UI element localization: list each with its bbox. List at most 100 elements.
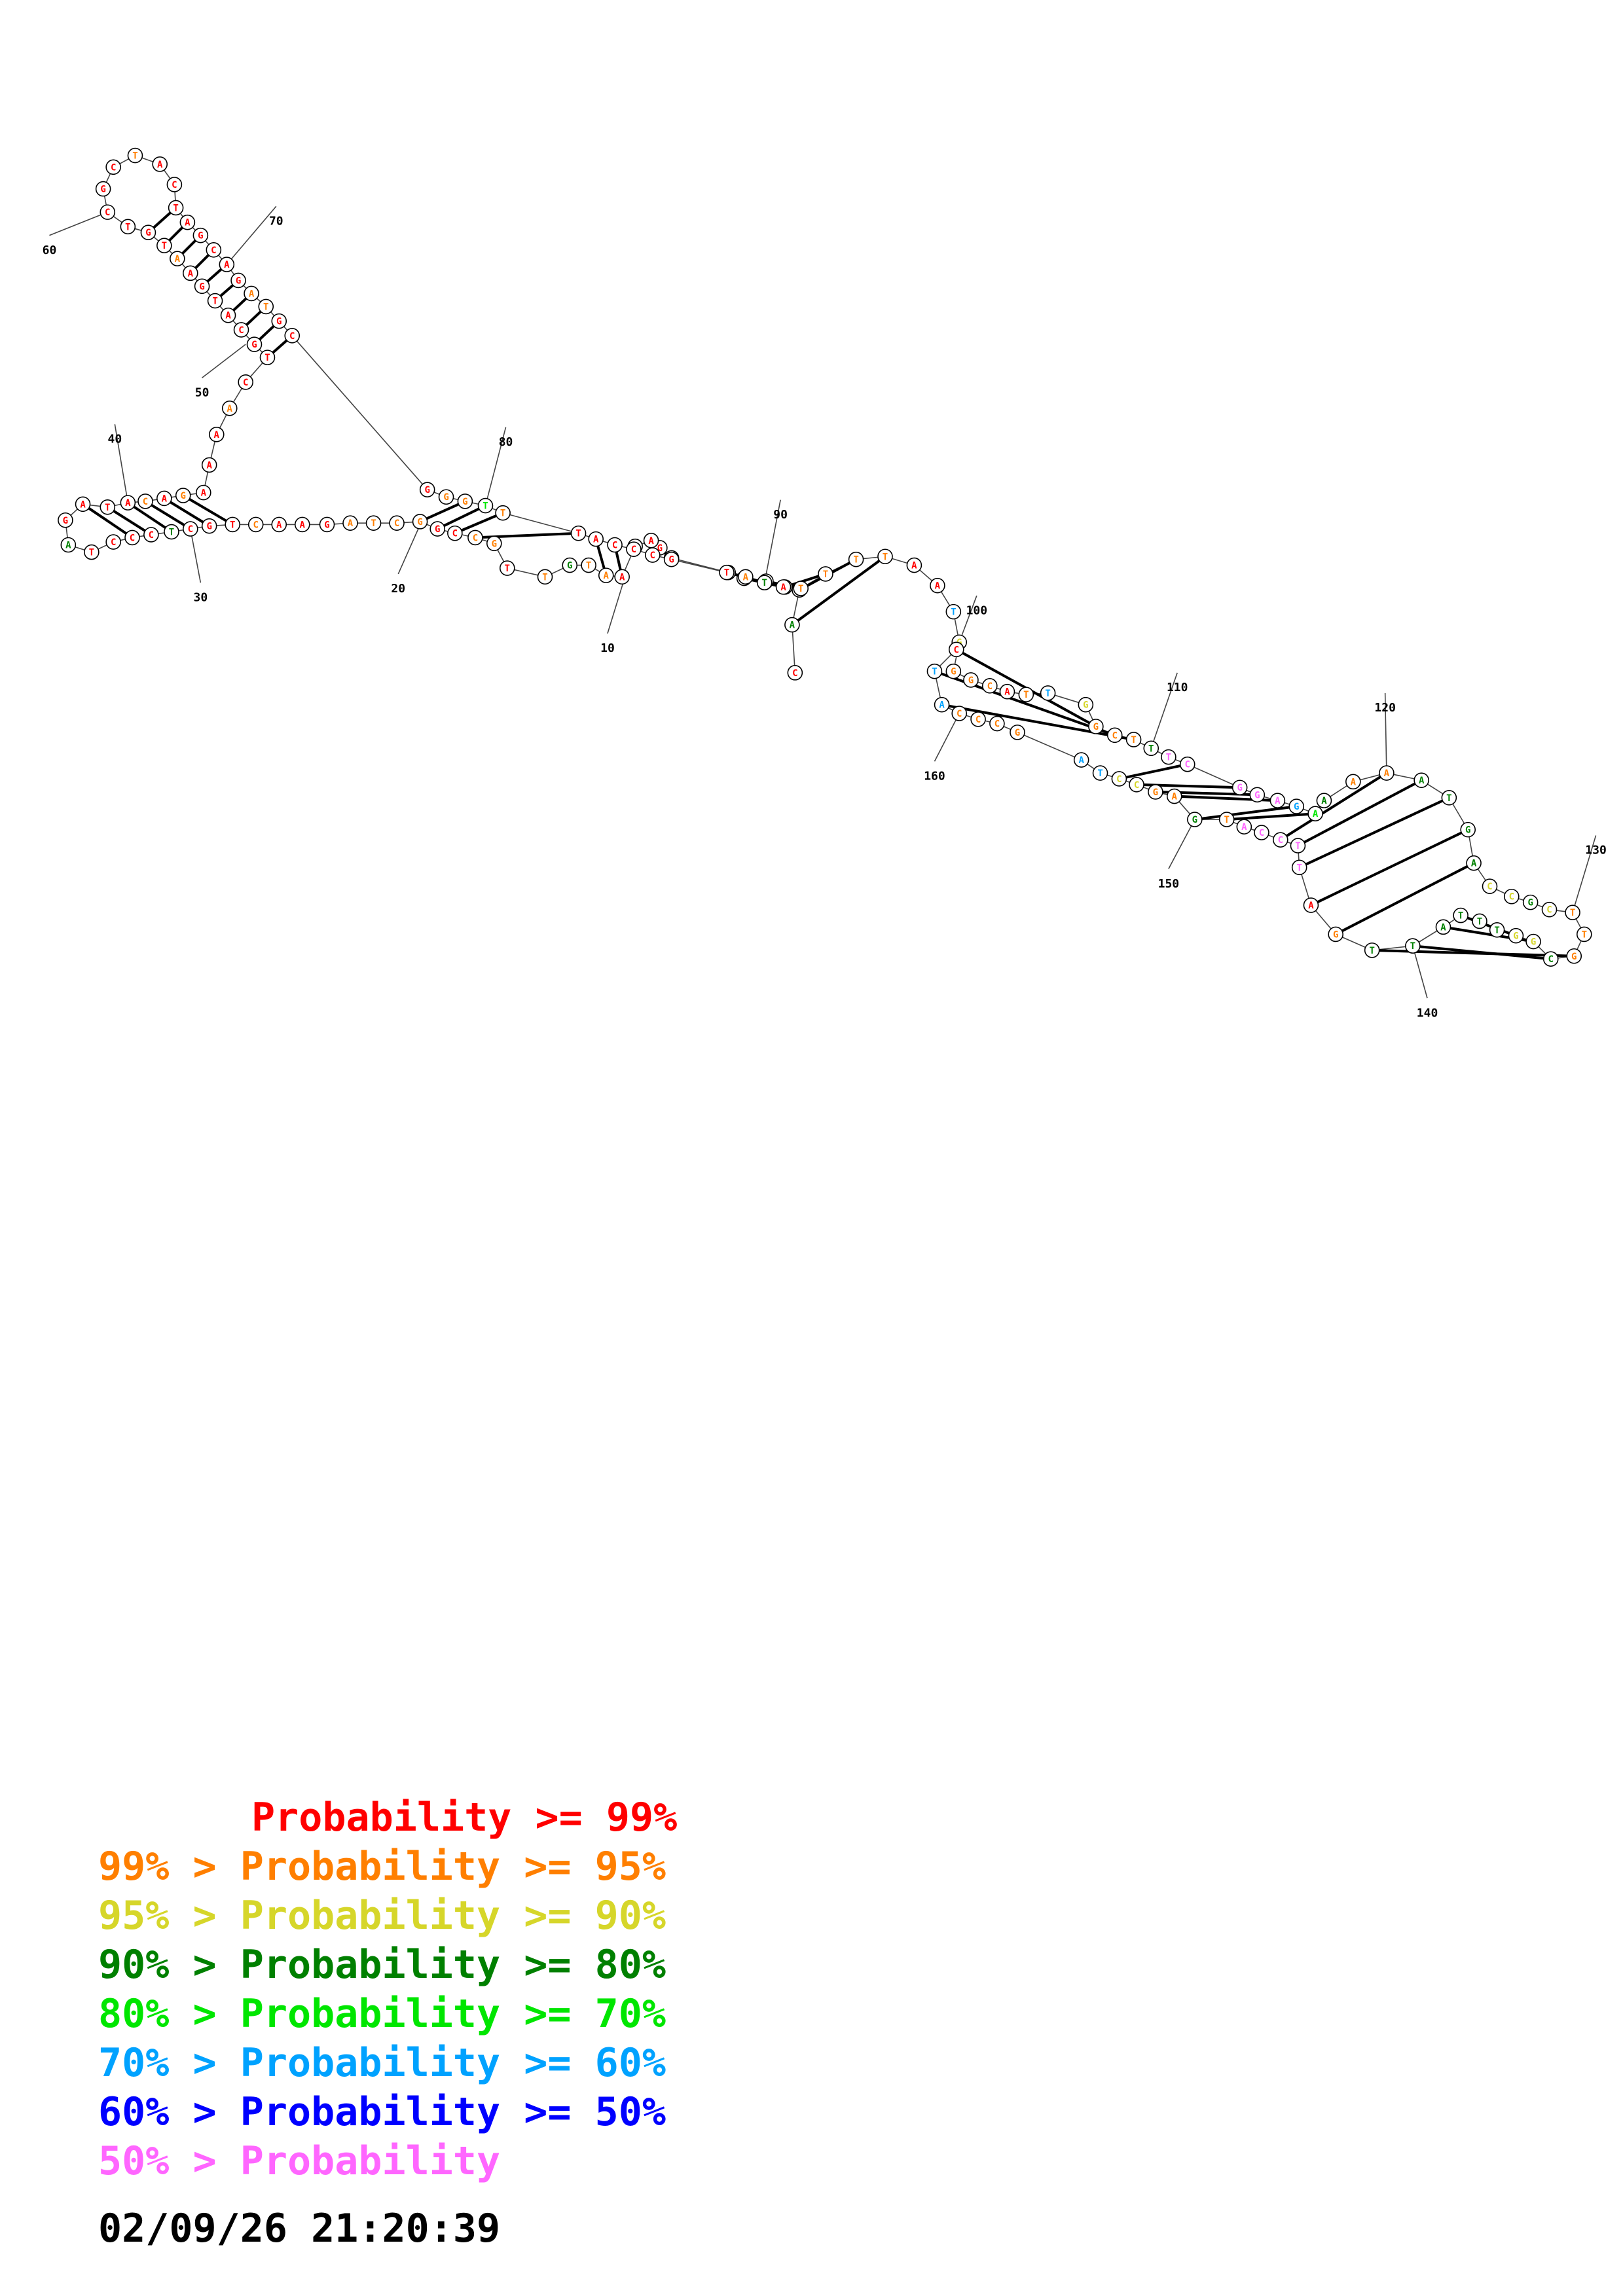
nucleotide-letter: A [648, 536, 654, 547]
nucleotide: C [1254, 825, 1269, 840]
nucleotide: G [1078, 696, 1094, 713]
nucleotide-circle [206, 242, 222, 258]
index-tick [934, 713, 960, 762]
nucleotide-letter: C [1546, 905, 1552, 916]
nucleotide-letter: C [130, 533, 135, 543]
nucleotide: T [1577, 926, 1592, 942]
nucleotide-circle [75, 496, 91, 512]
legend-row: 70% > Probability >= 60% [98, 2039, 677, 2088]
nucleotide-letter: C [188, 524, 193, 535]
nucleotide-letter: G [462, 497, 467, 507]
nucleotide-circle [84, 544, 100, 560]
index-tick [763, 499, 781, 583]
nucleotide: A [906, 557, 922, 573]
nucleotide: C [970, 711, 986, 727]
nucleotide-circle [124, 529, 140, 546]
nucleotide: A [1236, 819, 1252, 834]
nucleotide-letter: C [111, 162, 116, 173]
nucleotide-letter: C [1116, 774, 1122, 785]
nucleotide: G [95, 181, 111, 197]
nucleotide-circle [412, 514, 428, 529]
nucleotide-circle [1565, 905, 1580, 920]
nucleotide-letter: G [424, 485, 429, 495]
nucleotide-circle [926, 663, 943, 679]
nucleotide-circle [467, 529, 483, 546]
nucleotide: T [225, 516, 241, 533]
nucleotide-circle [1364, 942, 1380, 958]
nucleotide-circle [225, 516, 241, 533]
index-label: 80 [499, 435, 513, 449]
nucleotide-circle [1405, 938, 1421, 954]
nucleotide-circle [581, 557, 596, 573]
nucleotide: C [1541, 901, 1558, 918]
nucleotide: T [1364, 942, 1380, 958]
nucleotide-circle [906, 557, 922, 573]
nucleotide: C [982, 678, 998, 694]
nucleotide-circle [170, 251, 185, 266]
nucleotide: A [1307, 806, 1323, 821]
nucleotide-letter: G [1513, 931, 1518, 942]
index-tick [484, 427, 507, 506]
nucleotide-letter: C [631, 545, 636, 555]
nucleotide: A [183, 265, 198, 281]
nucleotide-letter: T [853, 555, 858, 565]
index-tick [190, 528, 202, 583]
nucleotide: A [588, 531, 604, 547]
nucleotide-circle [192, 227, 209, 243]
nucleotide: G [230, 272, 246, 289]
nucleotide: T [537, 569, 553, 585]
nucleotide-circle [1236, 819, 1252, 834]
nucleotide-letter: G [567, 561, 572, 571]
nucleotide: G [271, 313, 287, 329]
nucleotide-circle [238, 374, 253, 390]
probability-legend: Probability >= 99% 99% > Probability >= 9… [98, 1793, 677, 2186]
nucleotide-letter: T [132, 151, 137, 162]
nucleotide-letter: C [149, 530, 154, 541]
nucleotide-letter: C [452, 529, 458, 539]
nucleotide-circle [1018, 687, 1034, 702]
nucleotide-circle [1218, 812, 1235, 827]
nucleotide-letter: C [172, 180, 177, 190]
nucleotide: T [1489, 922, 1505, 938]
nucleotide-circle [934, 696, 950, 713]
nucleotide: A [244, 285, 259, 302]
nucleotide-circle [1166, 788, 1182, 804]
nucleotide-letter: A [224, 260, 230, 270]
nucleotide-circle [1542, 951, 1559, 967]
nucleotide-letter: A [1172, 792, 1178, 802]
nucleotide-circle [495, 505, 511, 521]
nucleotide: C [1106, 727, 1123, 744]
nucleotide-letter: G [63, 516, 68, 526]
nucleotide-circle [1489, 922, 1505, 938]
nucleotide-circle [166, 177, 183, 192]
nucleotide: T [581, 557, 596, 573]
nucleotide-letter: A [188, 268, 194, 279]
nucleotide: G [412, 514, 428, 529]
nucleotide-letter: T [724, 568, 729, 579]
nucleotide-letter: G [100, 185, 105, 195]
legend-prefix: 90% > [98, 1942, 240, 1988]
nucleotide-circle [499, 560, 515, 576]
nucleotide: G [1522, 894, 1539, 910]
nucleotide: T [1143, 740, 1159, 757]
nucleotide-letter: C [1259, 828, 1264, 838]
nucleotide: C [233, 322, 249, 338]
nucleotide-letter: T [1224, 815, 1229, 825]
nucleotide-letter: A [157, 160, 163, 170]
timestamp: 02/09/26 21:20:39 [98, 2206, 501, 2251]
nucleotide-circle [945, 663, 962, 679]
nucleotide-letter: A [1419, 776, 1425, 786]
nucleotide-circle [756, 575, 773, 591]
nucleotide-circle [1231, 780, 1248, 796]
nucleotide-circle [1577, 926, 1592, 942]
nucleotide-letter: G [145, 228, 151, 238]
nucleotide: A [156, 490, 172, 507]
nucleotide-circle [1161, 749, 1176, 765]
legend-prefix: 60% > [98, 2089, 240, 2135]
nucleotide: G [319, 516, 335, 533]
nucleotide-circle [342, 515, 358, 531]
nucleotide-circle [1522, 894, 1539, 910]
nucleotide-letter: T [1131, 735, 1136, 745]
nucleotide-letter: A [1384, 768, 1390, 779]
nucleotide: C [1482, 878, 1498, 894]
